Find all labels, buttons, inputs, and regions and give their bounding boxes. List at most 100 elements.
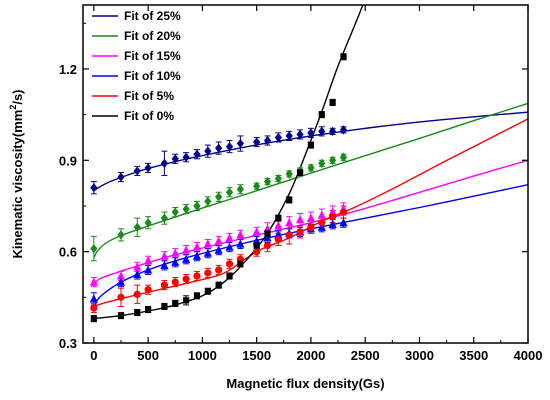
fit-of-5-point: [339, 208, 348, 216]
fit-of-10-line: [93, 184, 528, 310]
fit-of-0-point: [275, 215, 282, 222]
fit-of-20-point: [117, 230, 125, 240]
fit-of-10-legend-label: Fit of 10%: [124, 69, 181, 83]
fit-of-10-point: [89, 294, 98, 303]
fit-of-10-point: [274, 230, 283, 239]
fit-of-25-point: [171, 154, 179, 164]
x-tick-label: 1000: [188, 348, 217, 363]
fit-of-5-point: [215, 266, 223, 274]
y-axis-title-sup: 2: [8, 105, 18, 110]
fit-of-15-point: [116, 271, 126, 280]
legend: Fit of 25% Fit of 20% Fit of 15% Fit of 10%…: [92, 9, 181, 123]
fit-of-25-point: [225, 141, 234, 152]
fit-of-25-point: [182, 152, 190, 162]
fit-of-5-point: [171, 278, 179, 286]
fit-of-10-point: [328, 219, 337, 228]
y-tick-label: 0.6: [59, 245, 77, 260]
fit-of-0-point: [161, 303, 168, 310]
fit-of-10-point: [236, 239, 245, 248]
fit-of-15-point: [203, 239, 212, 248]
x-tick-label: 500: [137, 348, 159, 363]
fit-of-20-point: [144, 218, 152, 228]
fit-of-0-point: [307, 141, 315, 149]
fit-of-15-point: [317, 210, 326, 219]
fit-of-5-point: [117, 293, 125, 301]
fit-of-10-point: [339, 218, 348, 227]
fit-of-15-point: [89, 277, 98, 286]
fit-of-5-legend-label: Fit of 5%: [124, 89, 174, 103]
fit-of-5-point: [263, 241, 272, 250]
fit-of-25-point: [160, 158, 169, 168]
fit-of-0-point: [90, 315, 97, 322]
fit-of-10-point: [182, 254, 191, 263]
fit-of-25-point: [253, 137, 261, 147]
fit-of-5-point: [182, 275, 190, 283]
fit-lines: [93, 5, 528, 320]
fit-of-10-point: [116, 277, 126, 286]
fit-of-15-point: [236, 230, 245, 239]
fit-of-5-point: [307, 223, 315, 231]
fit-of-15-point: [285, 218, 294, 227]
fit-of-5-point: [285, 231, 293, 239]
fit-of-10-point: [144, 265, 153, 274]
x-tick-label: 3000: [405, 348, 434, 363]
fit-of-5-point: [253, 248, 261, 256]
fit-of-5-point: [160, 281, 169, 289]
fit-of-25-point: [117, 172, 125, 182]
fit-of-20-point: [285, 169, 293, 179]
fit-of-0-point: [340, 53, 347, 60]
fit-of-15-point: [274, 221, 283, 230]
fit-of-15-legend-label: Fit of 15%: [124, 49, 181, 63]
fit-of-0-point: [117, 312, 125, 319]
plot-frame: [82, 4, 529, 344]
fit-of-25-point: [318, 126, 326, 136]
fit-of-25-point: [133, 166, 141, 176]
fit-of-0-point: [204, 288, 211, 295]
fit-of-20-point: [171, 207, 179, 217]
fit-of-10-point: [225, 242, 234, 251]
fit-of-0-point: [215, 282, 222, 289]
fit-of-5-point: [90, 304, 98, 312]
fit-of-20-point: [133, 222, 141, 232]
tick-labels: 0 500 1000 1500 2000 2500 3000 3500 4000 0.3 0.6 0.…: [59, 62, 543, 363]
fit-of-25-point: [90, 183, 98, 193]
fit-of-0-point: [134, 309, 141, 316]
fit-of-15-point: [225, 233, 234, 242]
fit-of-5-point: [204, 269, 212, 277]
y-axis-title-main: Kinematic viscosity(mm: [10, 110, 25, 259]
fit-of-15-point: [133, 262, 142, 271]
fit-of-15-point: [252, 227, 261, 236]
fit-of-25-point: [215, 143, 223, 153]
fit-of-20-point: [253, 181, 261, 191]
fit-of-5-point: [329, 213, 337, 221]
fit-of-20-legend-label: Fit of 20%: [124, 29, 181, 43]
fit-of-15-point: [328, 207, 337, 216]
fit-of-5-point: [296, 228, 304, 236]
x-tick-label: 3500: [459, 348, 488, 363]
fit-of-25-line: [93, 111, 528, 192]
fit-of-25-point: [329, 126, 337, 136]
fit-of-20-point: [274, 173, 282, 184]
fit-of-0-point: [172, 300, 179, 307]
fit-of-0-point: [193, 292, 201, 299]
fit-of-25-point: [144, 163, 152, 173]
fit-of-15-point: [171, 248, 180, 257]
fit-of-0-point: [226, 272, 233, 280]
data-markers: [89, 53, 348, 322]
fit-of-10-point: [203, 248, 212, 257]
fit-of-10-point: [214, 245, 223, 254]
x-tick-label: 2000: [296, 348, 325, 363]
fit-of-20-point: [204, 196, 212, 207]
fit-of-0-point: [318, 111, 325, 118]
fit-of-0-point: [183, 297, 190, 304]
fit-of-15-point: [295, 215, 305, 224]
y-tick-label: 0.3: [59, 336, 77, 351]
x-axis-title: Magnetic flux density(Gs): [226, 376, 384, 391]
fit-of-0-point: [145, 306, 152, 313]
fit-of-25-point: [193, 149, 201, 159]
fit-of-5-point: [225, 260, 234, 268]
fit-of-25-point: [274, 132, 282, 143]
fit-of-25-point: [263, 135, 272, 146]
x-tick-label: 4000: [514, 348, 543, 363]
fit-of-15-point: [214, 236, 223, 245]
